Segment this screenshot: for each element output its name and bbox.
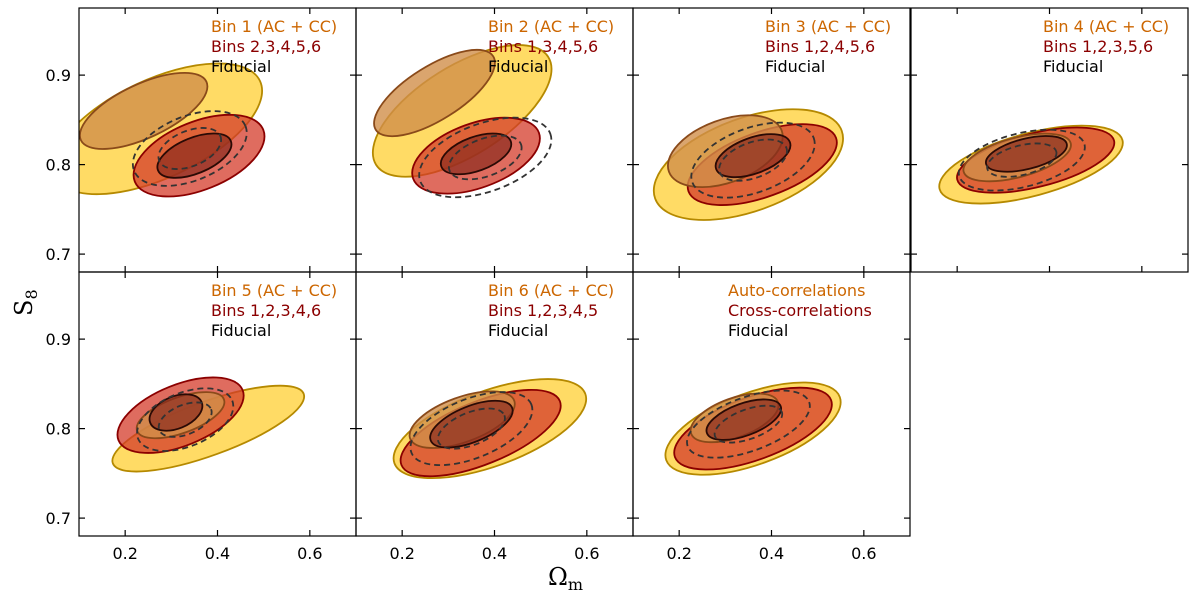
fiducial-contour-inner: [713, 404, 784, 444]
fiducial-contour-outer: [418, 116, 553, 199]
contour-group: [938, 124, 1124, 205]
ticks: [79, 8, 356, 272]
legend-entry: Fiducial: [728, 321, 788, 340]
fiducial-contour-outer: [136, 387, 235, 452]
x-tick-label: 0.4: [205, 544, 230, 563]
legend-entry: Bins 1,2,3,4,5: [488, 301, 598, 320]
legend-entry: Fiducial: [211, 57, 271, 76]
x-tick-label: 0.2: [112, 544, 137, 563]
y-tick-label: 0.7: [46, 509, 71, 528]
fiducial-contour-inner: [986, 142, 1058, 178]
contour-group: [652, 108, 844, 221]
rest-contour-inner: [156, 132, 233, 179]
legend-entry: Bins 1,2,4,5,6: [765, 37, 875, 56]
fiducial-contour-outer: [686, 389, 811, 459]
rest-contour-inner: [714, 133, 792, 179]
x-tick-label: 0.6: [297, 544, 322, 563]
legend-entry: Cross-correlations: [728, 301, 872, 320]
fiducial-contour-outer: [409, 391, 534, 467]
fiducial-contour-outer: [131, 110, 248, 187]
panel-1: 0.7 0.8 0.9 Bin 1 (AC + CC)Bins 2,3,4,5,6Fi…: [46, 7, 357, 273]
panel-6: 0.2 0.4 0.6 Bin 6 (AC + CC)Bins 1,2,3,4,5Fi…: [355, 271, 634, 563]
x-tick-label: 0.6: [574, 544, 599, 563]
y-tick-label: 0.8: [46, 156, 71, 175]
legend-entry: Bin 2 (AC + CC): [488, 17, 614, 36]
contour-group: [371, 44, 553, 199]
legend-entry: Bin 1 (AC + CC): [211, 17, 337, 36]
legend-entry: Bins 2,3,4,5,6: [211, 37, 321, 56]
legend-entry: Bin 4 (AC + CC): [1043, 17, 1169, 36]
rest-contour-inner: [439, 132, 513, 176]
contour-group: [664, 381, 842, 476]
contour-group: [79, 62, 266, 198]
ticks: [79, 272, 356, 536]
ticks: [633, 8, 910, 272]
y-tick-label: 0.9: [46, 66, 71, 85]
ticks: [356, 272, 633, 536]
fiducial-contour-inner: [718, 138, 788, 182]
legend-entry: Bins 1,2,3,5,6: [1043, 37, 1153, 56]
x-tick-label: 0.6: [851, 544, 876, 563]
legend-entry: Bin 6 (AC + CC): [488, 281, 614, 300]
legend-entry: Bin 5 (AC + CC): [211, 281, 337, 300]
fiducial-contour-inner: [448, 134, 523, 181]
panel-7: 0.2 0.4 0.6 Auto-correlationsCross-correlat…: [632, 271, 911, 563]
fiducial-contour-outer: [690, 121, 816, 199]
bin-contour-inner: [79, 71, 209, 150]
legend-entry: Fiducial: [488, 321, 548, 340]
contour-group: [392, 378, 588, 480]
legend-entry: Auto-correlations: [728, 281, 865, 300]
legend-entry: Fiducial: [488, 57, 548, 76]
legend-entry: Fiducial: [211, 321, 271, 340]
rest-contour-inner: [429, 399, 514, 449]
legend-entry: Bin 3 (AC + CC): [765, 17, 891, 36]
fiducial-contour-inner: [157, 127, 223, 170]
fiducial-contour-inner: [436, 407, 506, 450]
contour-group: [111, 376, 306, 473]
y-tick-label: 0.7: [46, 245, 71, 264]
y-tick-label: 0.9: [46, 330, 71, 349]
y-axis-title: S8: [10, 289, 41, 316]
legend-entry: Bins 1,2,3,4,6: [211, 301, 321, 320]
y-tick-label: 0.8: [46, 420, 71, 439]
x-tick-label: 0.4: [759, 544, 784, 563]
ticks: [633, 272, 910, 536]
x-tick-label: 0.2: [389, 544, 414, 563]
legend-entry: Fiducial: [1043, 57, 1103, 76]
legend-entry: Bins 1,3,4,5,6: [488, 37, 598, 56]
rest-contour-inner: [705, 398, 782, 441]
panel-5: 0.7 0.8 0.9 0.2 0.4 0.6 Bin 5 (AC + CC)Bins 1,…: [46, 271, 357, 563]
ticks: [356, 8, 633, 272]
ticks: [911, 8, 1188, 272]
fiducial-contour-outer: [957, 128, 1086, 192]
bin-contour-inner: [373, 48, 496, 138]
legend-entry: Fiducial: [765, 57, 825, 76]
y-axis-title-group: S8: [10, 289, 41, 316]
x-tick-label: 0.2: [666, 544, 691, 563]
x-tick-label: 0.4: [482, 544, 507, 563]
fiducial-contour-inner: [157, 401, 213, 438]
x-axis-title: Ωm: [548, 563, 583, 594]
